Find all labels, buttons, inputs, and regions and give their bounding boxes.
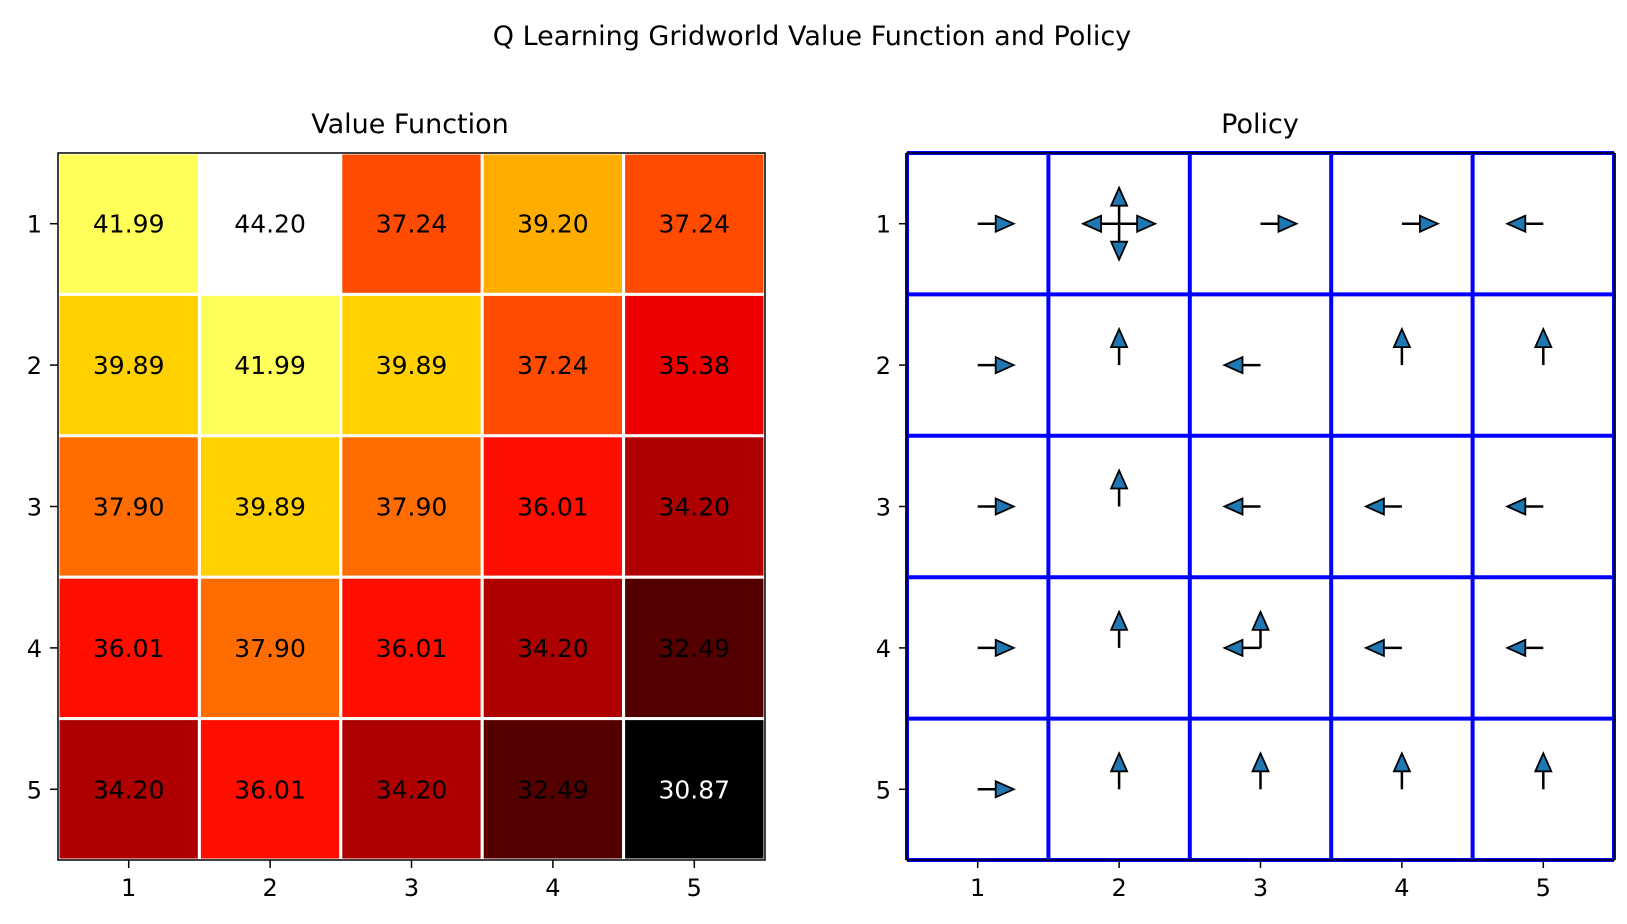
heatmap-value-label: 37.24 bbox=[376, 210, 448, 239]
heatmap-value-label: 39.89 bbox=[376, 351, 448, 380]
heatmap-value-label: 34.20 bbox=[659, 493, 731, 522]
heatmap-cell bbox=[480, 434, 626, 579]
heatmap-value-label: 37.90 bbox=[376, 493, 448, 522]
heatmap-value-label: 36.01 bbox=[93, 634, 165, 663]
x-tick-label: 3 bbox=[1253, 874, 1268, 902]
policy-arrow-right bbox=[977, 214, 1016, 234]
x-tick-label: 1 bbox=[121, 874, 136, 902]
policy-arrow-up bbox=[1392, 326, 1412, 366]
heatmap-value-label: 34.20 bbox=[517, 634, 589, 663]
heatmap-value-label: 39.89 bbox=[93, 351, 165, 380]
y-tick-label: 4 bbox=[876, 635, 891, 663]
value-function-panel: Value Function 41.99 44.20 37.24 39.20 37.24… bbox=[27, 109, 767, 902]
heatmap-value-label: 36.01 bbox=[376, 634, 448, 663]
policy-arrow-up bbox=[1251, 609, 1270, 648]
x-tick-label: 4 bbox=[1394, 874, 1409, 902]
value-function-cells bbox=[56, 151, 767, 862]
heatmap-cell bbox=[197, 151, 343, 296]
y-tick-label: 2 bbox=[876, 352, 891, 380]
policy-arrow-right bbox=[977, 638, 1016, 658]
policy-arrow-left bbox=[1505, 497, 1544, 516]
heatmap-value-label: 35.38 bbox=[659, 351, 731, 380]
heatmap-cell bbox=[197, 717, 343, 862]
heatmap-cell bbox=[480, 575, 626, 721]
value-function-labels: 41.99 44.20 37.24 39.20 37.24 39.89 41.99 39.89… bbox=[93, 210, 730, 805]
y-tick-label: 3 bbox=[876, 494, 891, 522]
heatmap-cell bbox=[56, 717, 201, 862]
policy-arrow-left bbox=[1363, 497, 1402, 516]
heatmap-cell bbox=[622, 292, 767, 438]
x-tick-label: 1 bbox=[970, 874, 985, 902]
policy-arrow-up bbox=[1109, 185, 1129, 224]
policy-arrow-right bbox=[1260, 214, 1299, 234]
policy-arrow-up bbox=[1533, 751, 1553, 790]
heatmap-cell bbox=[56, 151, 201, 296]
x-tick-label: 2 bbox=[262, 874, 277, 902]
heatmap-value-label: 39.20 bbox=[517, 210, 589, 239]
policy-arrow-left bbox=[1363, 638, 1402, 658]
x-tick-label: 2 bbox=[1111, 874, 1126, 902]
policy-arrow-up bbox=[1109, 326, 1129, 366]
policy-arrow-up bbox=[1109, 468, 1129, 507]
heatmap-cell bbox=[339, 575, 484, 721]
policy-arrow-up bbox=[1533, 326, 1553, 366]
policy-arrow-right bbox=[977, 779, 1016, 799]
heatmap-value-label: 37.24 bbox=[659, 210, 731, 239]
heatmap-value-label: 41.99 bbox=[234, 351, 306, 380]
policy-panel: Policy 1 2 3 4 5 1 2 3 4 5 bbox=[876, 109, 1616, 902]
policy-arrow-right bbox=[977, 497, 1016, 516]
heatmap-value-label: 39.89 bbox=[234, 493, 306, 522]
policy-arrow-up bbox=[1392, 751, 1412, 790]
policy-arrow-right bbox=[1401, 214, 1441, 234]
y-tick-label: 2 bbox=[27, 352, 42, 380]
heatmap-value-label: 32.49 bbox=[517, 775, 589, 804]
policy-arrow-left bbox=[1222, 638, 1261, 658]
heatmap-cell bbox=[339, 292, 484, 438]
policy-arrow-left bbox=[1080, 214, 1120, 234]
y-tick-label: 4 bbox=[27, 635, 42, 663]
policy-arrow-right bbox=[977, 355, 1016, 375]
policy-arrow-left bbox=[1222, 497, 1261, 516]
heatmap-cell bbox=[197, 575, 343, 721]
x-tick-label: 5 bbox=[687, 874, 702, 902]
policy-arrows bbox=[977, 185, 1553, 799]
y-tick-label: 5 bbox=[27, 776, 42, 804]
policy-arrow-down bbox=[1109, 223, 1129, 262]
y-tick-label: 1 bbox=[876, 211, 891, 239]
policy-arrow-left bbox=[1505, 638, 1544, 658]
heatmap-value-label: 37.24 bbox=[517, 351, 589, 380]
heatmap-cell bbox=[339, 717, 484, 862]
heatmap-value-label: 36.01 bbox=[234, 775, 306, 804]
x-tick-label: 5 bbox=[1536, 874, 1551, 902]
policy-arrow-up bbox=[1109, 751, 1129, 790]
policy-arrow-left bbox=[1222, 355, 1261, 375]
value-function-ticks: 1 2 3 4 5 1 2 3 4 5 bbox=[27, 211, 702, 902]
heatmap-value-label: 34.20 bbox=[376, 775, 448, 804]
heatmap-value-label: 44.20 bbox=[234, 210, 306, 239]
heatmap-value-label: 32.49 bbox=[659, 634, 731, 663]
heatmap-cell bbox=[197, 434, 343, 579]
heatmap-value-label: 34.20 bbox=[93, 775, 165, 804]
y-tick-label: 3 bbox=[27, 494, 42, 522]
x-tick-label: 4 bbox=[545, 874, 560, 902]
policy-ticks: 1 2 3 4 5 1 2 3 4 5 bbox=[876, 211, 1551, 902]
figure-suptitle: Q Learning Gridworld Value Function and … bbox=[493, 21, 1131, 52]
heatmap-value-label: 37.90 bbox=[93, 493, 165, 522]
policy-arrow-right bbox=[1119, 214, 1158, 234]
policy-arrow-up bbox=[1251, 751, 1270, 790]
y-tick-label: 5 bbox=[876, 776, 891, 804]
heatmap-value-label: 36.01 bbox=[517, 493, 589, 522]
heatmap-cell bbox=[622, 575, 767, 721]
heatmap-value-label: 37.90 bbox=[234, 634, 306, 663]
y-tick-label: 1 bbox=[27, 211, 42, 239]
policy-arrow-up bbox=[1109, 609, 1129, 648]
x-tick-label: 3 bbox=[404, 874, 419, 902]
policy-title: Policy bbox=[1221, 109, 1299, 140]
policy-arrow-left bbox=[1505, 214, 1544, 234]
value-function-title: Value Function bbox=[311, 109, 509, 140]
heatmap-value-label: 30.87 bbox=[659, 775, 731, 804]
heatmap-value-label: 41.99 bbox=[93, 210, 165, 239]
